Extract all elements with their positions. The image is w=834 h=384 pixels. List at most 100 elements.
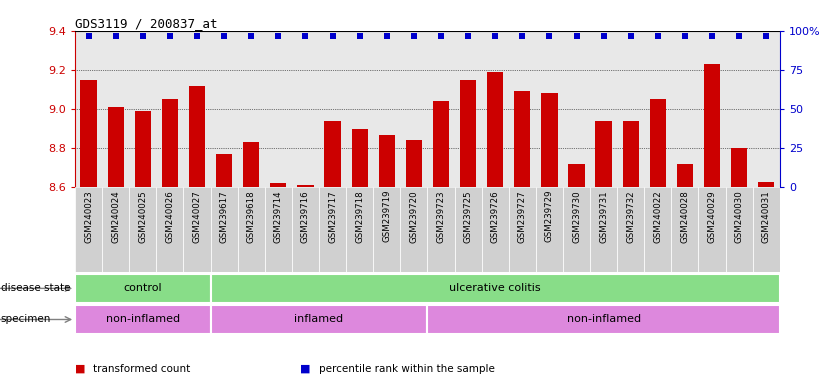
Text: GSM239725: GSM239725 (464, 190, 473, 243)
Bar (210, 274, 780, 303)
Text: GSM240026: GSM240026 (165, 190, 174, 243)
Bar (292, 187, 319, 272)
Bar (216, 154, 232, 187)
Text: specimen: specimen (1, 314, 51, 324)
Bar (135, 111, 151, 187)
Bar (108, 107, 124, 187)
Bar (482, 187, 509, 272)
Point (299, 33, 312, 39)
Text: non-inflamed: non-inflamed (106, 314, 180, 324)
Text: GDS3119 / 200837_at: GDS3119 / 200837_at (75, 17, 218, 30)
Bar (433, 101, 449, 187)
Text: GSM240024: GSM240024 (111, 190, 120, 243)
Text: GSM240028: GSM240028 (681, 190, 690, 243)
Point (461, 33, 475, 39)
Text: GSM239717: GSM239717 (328, 190, 337, 243)
Text: GSM240030: GSM240030 (735, 190, 744, 243)
Bar (460, 79, 476, 187)
Point (218, 33, 231, 39)
Bar (514, 91, 530, 187)
Bar (400, 187, 428, 272)
Point (543, 33, 556, 39)
Point (326, 33, 339, 39)
Bar (103, 187, 129, 272)
Point (760, 33, 773, 39)
Point (136, 33, 149, 39)
Text: transformed count: transformed count (93, 364, 191, 374)
Bar (753, 187, 780, 272)
Text: GSM239618: GSM239618 (247, 190, 256, 243)
Text: non-inflamed: non-inflamed (566, 314, 641, 324)
Text: ■: ■ (300, 364, 311, 374)
Point (624, 33, 637, 39)
Bar (265, 187, 292, 272)
Bar (726, 187, 753, 272)
Text: GSM239617: GSM239617 (219, 190, 229, 243)
Bar (428, 305, 780, 334)
Point (651, 33, 665, 39)
Point (435, 33, 448, 39)
Bar (622, 121, 639, 187)
Point (244, 33, 258, 39)
Bar (569, 164, 585, 187)
Bar (731, 148, 747, 187)
Bar (183, 187, 210, 272)
Bar (374, 187, 400, 272)
Bar (487, 72, 503, 187)
Bar (297, 185, 314, 187)
Bar (590, 187, 617, 272)
Text: GSM239719: GSM239719 (382, 190, 391, 242)
Point (353, 33, 366, 39)
Bar (210, 305, 428, 334)
Text: inflamed: inflamed (294, 314, 344, 324)
Bar (270, 184, 287, 187)
Bar (157, 187, 183, 272)
Bar (80, 79, 97, 187)
Point (570, 33, 583, 39)
Point (407, 33, 420, 39)
Bar (75, 305, 210, 334)
Text: control: control (123, 283, 162, 293)
Text: GSM239729: GSM239729 (545, 190, 554, 242)
Point (597, 33, 610, 39)
Bar (188, 86, 205, 187)
Point (706, 33, 719, 39)
Point (82, 33, 95, 39)
Bar (671, 187, 699, 272)
Bar (352, 129, 368, 187)
Point (190, 33, 203, 39)
Bar (563, 187, 590, 272)
Bar (758, 182, 774, 187)
Text: GSM239718: GSM239718 (355, 190, 364, 243)
Text: GSM239720: GSM239720 (409, 190, 419, 243)
Bar (699, 187, 726, 272)
Bar (75, 274, 210, 303)
Bar (75, 187, 102, 272)
Bar (406, 141, 422, 187)
Bar (210, 187, 238, 272)
Bar (535, 187, 563, 272)
Bar (455, 187, 482, 272)
Text: GSM239714: GSM239714 (274, 190, 283, 243)
Text: GSM240023: GSM240023 (84, 190, 93, 243)
Bar (617, 187, 645, 272)
Text: GSM239730: GSM239730 (572, 190, 581, 243)
Text: percentile rank within the sample: percentile rank within the sample (319, 364, 495, 374)
Text: GSM239726: GSM239726 (490, 190, 500, 243)
Point (515, 33, 529, 39)
Bar (677, 164, 693, 187)
Bar (244, 142, 259, 187)
Text: GSM240025: GSM240025 (138, 190, 148, 243)
Text: disease state: disease state (1, 283, 70, 293)
Bar (379, 134, 395, 187)
Text: GSM239723: GSM239723 (436, 190, 445, 243)
Point (380, 33, 394, 39)
Text: GSM240022: GSM240022 (653, 190, 662, 243)
Text: GSM239716: GSM239716 (301, 190, 310, 243)
Bar (324, 121, 340, 187)
Bar (129, 187, 157, 272)
Text: GSM239732: GSM239732 (626, 190, 636, 243)
Text: ulcerative colitis: ulcerative colitis (450, 283, 541, 293)
Point (272, 33, 285, 39)
Point (489, 33, 502, 39)
